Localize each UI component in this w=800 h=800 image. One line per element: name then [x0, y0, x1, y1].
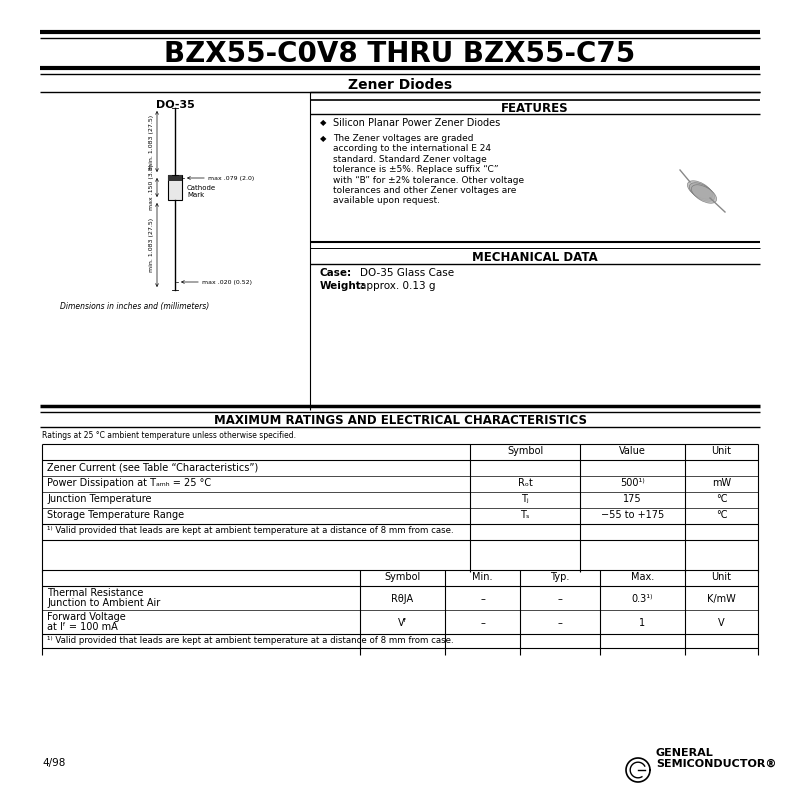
Text: Min.: Min.: [472, 572, 493, 582]
Text: The Zener voltages are graded
according to the international E 24
standard. Stan: The Zener voltages are graded according …: [333, 134, 524, 206]
Text: Junction to Ambient Air: Junction to Ambient Air: [47, 598, 160, 608]
Text: Silicon Planar Power Zener Diodes: Silicon Planar Power Zener Diodes: [333, 118, 500, 128]
Text: –: –: [480, 618, 485, 628]
Bar: [168, 175, 182, 200]
Text: Thermal Resistance: Thermal Resistance: [47, 588, 143, 598]
Text: −55 to +175: −55 to +175: [601, 510, 664, 520]
Bar: [168, 175, 182, 181]
Text: ◆: ◆: [320, 134, 326, 143]
Text: min. 1.083 (27.5): min. 1.083 (27.5): [149, 114, 154, 169]
Text: K/mW: K/mW: [707, 594, 736, 604]
Text: ¹⁾ Valid provided that leads are kept at ambient temperature at a distance of 8 : ¹⁾ Valid provided that leads are kept at…: [47, 526, 454, 535]
Text: FEATURES: FEATURES: [501, 102, 569, 115]
Text: BZX55-C0V8 THRU BZX55-C75: BZX55-C0V8 THRU BZX55-C75: [164, 40, 636, 68]
Text: Zener Diodes: Zener Diodes: [348, 78, 452, 92]
Text: –: –: [558, 594, 562, 604]
Text: Junction Temperature: Junction Temperature: [47, 494, 151, 504]
Text: Forward Voltage: Forward Voltage: [47, 612, 126, 622]
Text: Symbol: Symbol: [507, 446, 543, 456]
Text: Value: Value: [619, 446, 646, 456]
Text: Rₒt: Rₒt: [518, 478, 533, 488]
Text: max .150 (3.8): max .150 (3.8): [149, 165, 154, 210]
Text: MECHANICAL DATA: MECHANICAL DATA: [472, 251, 598, 264]
Text: Tⱼ: Tⱼ: [521, 494, 529, 504]
Text: 1: 1: [639, 618, 646, 628]
Text: approx. 0.13 g: approx. 0.13 g: [360, 281, 435, 291]
Text: Case:: Case:: [320, 268, 352, 278]
Text: ◆: ◆: [320, 118, 326, 127]
Text: Cathode
Mark: Cathode Mark: [187, 185, 216, 198]
Ellipse shape: [691, 185, 717, 203]
Text: Typ.: Typ.: [550, 572, 570, 582]
Text: Storage Temperature Range: Storage Temperature Range: [47, 510, 184, 520]
Text: Unit: Unit: [711, 446, 731, 456]
Text: min. 1.083 (27.5): min. 1.083 (27.5): [149, 218, 154, 272]
Text: Zener Current (see Table “Characteristics”): Zener Current (see Table “Characteristic…: [47, 462, 258, 472]
Text: mW: mW: [712, 478, 731, 488]
Ellipse shape: [690, 182, 714, 202]
Text: –: –: [558, 618, 562, 628]
Text: ¹⁾ Valid provided that leads are kept at ambient temperature at a distance of 8 : ¹⁾ Valid provided that leads are kept at…: [47, 636, 454, 645]
Text: Vᶠ: Vᶠ: [398, 618, 407, 628]
Text: MAXIMUM RATINGS AND ELECTRICAL CHARACTERISTICS: MAXIMUM RATINGS AND ELECTRICAL CHARACTER…: [214, 414, 586, 427]
Text: 500¹⁾: 500¹⁾: [620, 478, 645, 488]
Text: 0.3¹⁾: 0.3¹⁾: [632, 594, 654, 604]
Text: Max.: Max.: [631, 572, 654, 582]
Ellipse shape: [687, 181, 713, 199]
Text: V: V: [718, 618, 725, 628]
Text: SEMICONDUCTOR®: SEMICONDUCTOR®: [656, 759, 777, 769]
Text: Tₛ: Tₛ: [520, 510, 530, 520]
Text: Ratings at 25 °C ambient temperature unless otherwise specified.: Ratings at 25 °C ambient temperature unl…: [42, 431, 296, 440]
Text: Unit: Unit: [711, 572, 731, 582]
Text: max .079 (2.0): max .079 (2.0): [208, 176, 254, 181]
Text: RθJA: RθJA: [391, 594, 414, 604]
Text: Symbol: Symbol: [384, 572, 421, 582]
Text: DO-35 Glass Case: DO-35 Glass Case: [360, 268, 454, 278]
Text: Weight:: Weight:: [320, 281, 366, 291]
Text: DO-35: DO-35: [156, 100, 194, 110]
Text: °C: °C: [716, 494, 727, 504]
Text: °C: °C: [716, 510, 727, 520]
Text: 4/98: 4/98: [42, 758, 66, 768]
Text: Dimensions in inches and (millimeters): Dimensions in inches and (millimeters): [60, 302, 210, 311]
Text: GENERAL: GENERAL: [656, 748, 714, 758]
Text: –: –: [480, 594, 485, 604]
Text: Power Dissipation at Tₐₘₕ = 25 °C: Power Dissipation at Tₐₘₕ = 25 °C: [47, 478, 211, 488]
Text: at Iᶠ = 100 mA: at Iᶠ = 100 mA: [47, 622, 118, 632]
Text: max .020 (0.52): max .020 (0.52): [202, 280, 252, 285]
Text: 175: 175: [623, 494, 642, 504]
